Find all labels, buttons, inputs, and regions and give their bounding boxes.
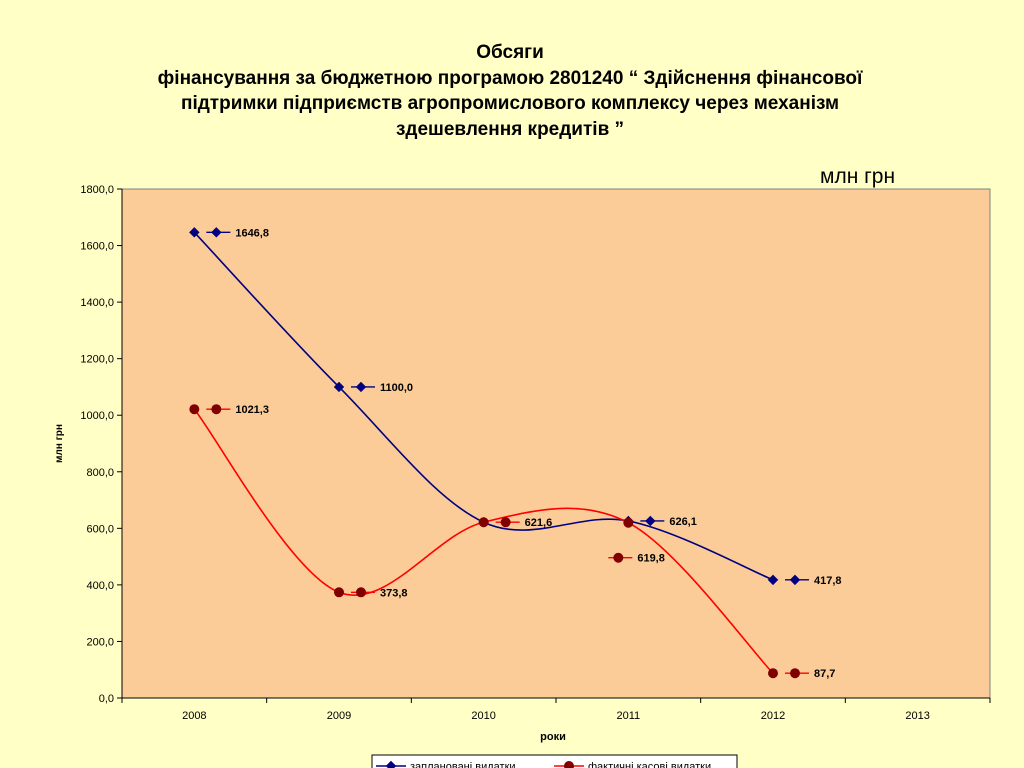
plot-area	[121, 188, 991, 699]
legend-label: заплановані видатки	[410, 761, 516, 768]
legend-box	[371, 754, 738, 768]
data-label: 1646,8	[235, 227, 269, 239]
data-label: 626,1	[669, 516, 697, 528]
title-line: здешевлення кредитів ”	[395, 118, 625, 140]
label-key-marker	[211, 404, 222, 415]
x-axis-label: роки	[540, 731, 566, 743]
title-line: Обсяги	[476, 42, 544, 63]
y-tick-label: 1400,0	[80, 297, 114, 309]
y-tick-label: 1800,0	[80, 184, 114, 196]
y-tick-label: 1600,0	[80, 241, 114, 253]
data-point	[189, 227, 200, 238]
title-line: підтримки підприємств агропромислового к…	[180, 93, 840, 114]
y-axis-label: млн грн	[54, 424, 65, 463]
legend-label: фактичні касові видатки	[588, 761, 711, 768]
label-key-marker	[355, 381, 367, 393]
data-point	[478, 517, 489, 528]
x-tick-label: 2013	[905, 710, 929, 722]
data-label: 621,6	[525, 517, 553, 529]
x-tick-label: 2009	[327, 710, 351, 722]
data-label: 373,8	[380, 587, 408, 599]
y-tick-label: 1200,0	[80, 354, 114, 366]
y-tick-label: 400,0	[86, 580, 114, 592]
data-label: 1100,0	[380, 382, 413, 394]
data-label: 619,8	[637, 553, 665, 565]
label-key-marker	[613, 552, 624, 563]
label-key-marker	[645, 515, 656, 527]
data-label: 1021,3	[235, 404, 269, 416]
unit-note: млн грн	[820, 165, 896, 188]
chart-title: Обсяги фінансування за бюджетною програм…	[60, 40, 960, 142]
label-key-marker	[789, 574, 801, 586]
x-tick-label: 2012	[761, 710, 785, 722]
x-tick-label: 2010	[471, 710, 495, 722]
data-point	[189, 404, 200, 415]
y-tick-label: 1000,0	[80, 410, 114, 422]
data-point	[767, 574, 779, 586]
title-line: фінансування за бюджетною програмою 2801…	[157, 67, 863, 89]
legend-marker	[564, 761, 574, 768]
y-tick-label: 0,0	[99, 693, 114, 705]
y-tick-label: 600,0	[86, 523, 114, 535]
data-point	[623, 517, 634, 528]
legend-marker	[385, 760, 397, 768]
y-tick-label: 800,0	[86, 467, 114, 479]
data-point	[768, 668, 778, 679]
data-label: 417,8	[814, 575, 842, 587]
label-key-marker	[356, 587, 366, 598]
y-tick-label: 200,0	[86, 636, 114, 648]
series-line	[193, 231, 774, 581]
label-key-marker	[500, 517, 511, 528]
data-point	[334, 587, 344, 598]
x-tick-label: 2011	[617, 710, 641, 722]
label-key-marker	[211, 227, 222, 238]
label-key-marker	[790, 668, 800, 679]
data-label: 87,7	[814, 668, 835, 680]
x-tick-label: 2008	[182, 710, 206, 722]
data-point	[333, 381, 345, 393]
